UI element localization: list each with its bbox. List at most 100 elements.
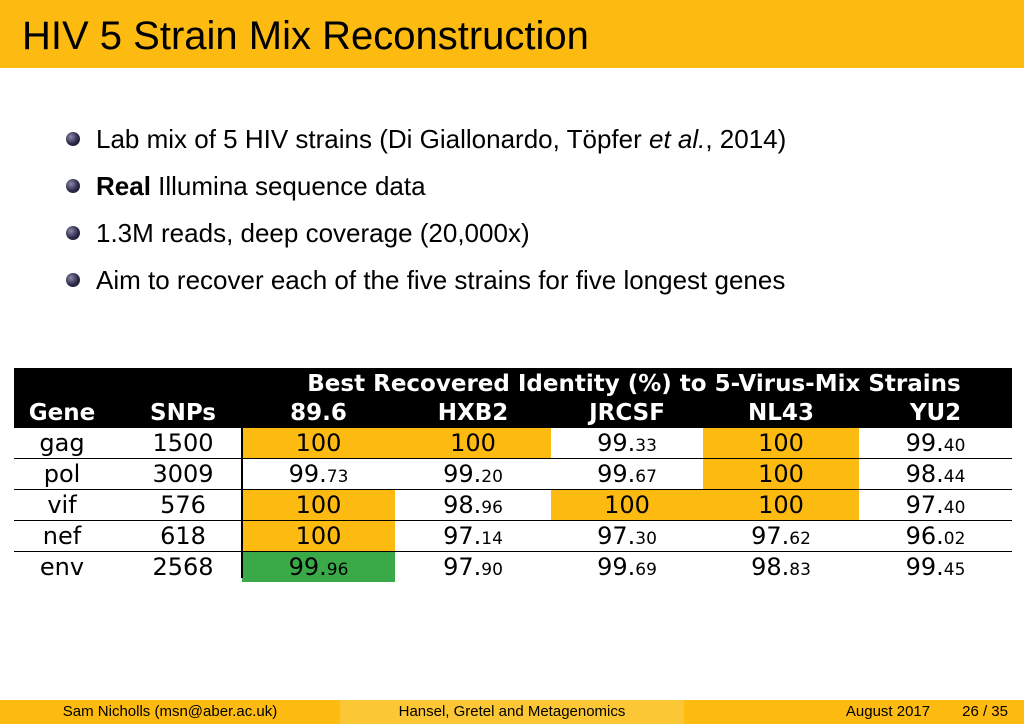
identity-cell: 100 bbox=[242, 428, 395, 458]
identity-integer: 99. bbox=[288, 460, 327, 488]
bullet-item: Lab mix of 5 HIV strains (Di Giallonardo… bbox=[66, 116, 786, 163]
identity-decimal: 96 bbox=[481, 498, 503, 518]
identity-cell: 100 bbox=[703, 459, 859, 489]
identity-integer: 100 bbox=[295, 491, 342, 519]
column-divider bbox=[241, 428, 243, 578]
identity-integer: 98. bbox=[751, 553, 790, 581]
identity-decimal: 67 bbox=[635, 467, 657, 487]
identity-cell: 99.69 bbox=[551, 552, 703, 582]
identity-integer: 100 bbox=[295, 522, 342, 550]
identity-cell: 100 bbox=[703, 490, 859, 520]
title-bar: HIV 5 Strain Mix Reconstruction bbox=[0, 0, 1024, 68]
identity-integer: 99. bbox=[597, 429, 636, 457]
footer-bar: Sam Nicholls (msn@aber.ac.uk) Hansel, Gr… bbox=[0, 700, 1024, 724]
identity-integer: 100 bbox=[758, 429, 804, 457]
identity-integer: 100 bbox=[758, 491, 804, 519]
identity-cell: 99.67 bbox=[551, 459, 703, 489]
identity-integer: 100 bbox=[758, 460, 804, 488]
gene-cell: env bbox=[39, 553, 85, 581]
column-header-gene: Gene bbox=[28, 400, 96, 426]
table-row: pol 3009 99.73 99.20 99.67 100 98.44 bbox=[14, 459, 1012, 490]
footer-talk-title: Hansel, Gretel and Metagenomics bbox=[340, 700, 684, 724]
identity-decimal: 62 bbox=[789, 529, 811, 549]
identity-decimal: 30 bbox=[635, 529, 657, 549]
table-span-header: Best Recovered Identity (%) to 5-Virus-M… bbox=[307, 371, 961, 397]
identity-decimal: 45 bbox=[943, 560, 966, 580]
identity-cell: 100 bbox=[395, 428, 551, 458]
identity-integer: 99. bbox=[905, 553, 944, 581]
identity-cell: 97.90 bbox=[395, 552, 551, 582]
bullet-italic-text: et al. bbox=[648, 124, 706, 154]
identity-cell: 96.02 bbox=[859, 521, 1012, 551]
footer-page-number: 26 / 35 bbox=[962, 703, 1008, 720]
identity-cell: 98.44 bbox=[859, 459, 1012, 489]
column-header-jrcsf: JRCSF bbox=[589, 400, 665, 426]
identity-decimal: 33 bbox=[635, 436, 657, 456]
identity-decimal: 90 bbox=[481, 560, 503, 580]
column-header-nl43: NL43 bbox=[748, 400, 814, 426]
identity-integer: 97. bbox=[751, 522, 790, 550]
table-row: nef 618 100 97.14 97.30 97.62 96.02 bbox=[14, 521, 1012, 552]
identity-decimal: 40 bbox=[943, 498, 966, 518]
column-header-snps: SNPs bbox=[150, 400, 216, 426]
identity-decimal: 96 bbox=[326, 560, 349, 580]
identity-decimal: 73 bbox=[326, 467, 349, 487]
table-header: Best Recovered Identity (%) to 5-Virus-M… bbox=[14, 368, 1012, 428]
identity-integer: 97. bbox=[597, 522, 636, 550]
footer-author: Sam Nicholls (msn@aber.ac.uk) bbox=[62, 703, 278, 720]
table-body: gag 1500 100 100 99.33 100 99.40 pol 3009 99.73 99… bbox=[14, 428, 1012, 582]
identity-integer: 96. bbox=[905, 522, 944, 550]
identity-integer: 100 bbox=[604, 491, 650, 519]
gene-cell: nef bbox=[42, 522, 82, 550]
bullet-icon bbox=[66, 132, 80, 146]
snps-cell: 3009 bbox=[152, 460, 214, 488]
column-header-yu2: YU2 bbox=[909, 400, 962, 426]
bullet-text: Aim to recover each of the five strains … bbox=[96, 265, 786, 295]
identity-decimal: 02 bbox=[943, 529, 966, 549]
identity-cell: 99.33 bbox=[551, 428, 703, 458]
identity-decimal: 83 bbox=[789, 560, 811, 580]
footer-right: August 2017 26 / 35 bbox=[846, 700, 1008, 724]
identity-integer: 98. bbox=[905, 460, 944, 488]
bullet-item: 1.3M reads, deep coverage (20,000x) bbox=[66, 210, 786, 257]
gene-cell: gag bbox=[39, 429, 85, 457]
gene-cell: vif bbox=[47, 491, 77, 519]
snps-cell: 2568 bbox=[152, 553, 214, 581]
identity-cell: 99.45 bbox=[859, 552, 1012, 582]
footer-date: August 2017 bbox=[845, 703, 931, 720]
identity-integer: 97. bbox=[443, 522, 482, 550]
identity-integer: 100 bbox=[450, 429, 496, 457]
bullet-text: , 2014) bbox=[705, 124, 787, 154]
identity-cell: 97.30 bbox=[551, 521, 703, 551]
bullet-text: Illumina sequence data bbox=[150, 171, 426, 201]
identity-cell: 100 bbox=[551, 490, 703, 520]
slide-title: HIV 5 Strain Mix Reconstruction bbox=[22, 14, 589, 58]
identity-cell: 97.62 bbox=[703, 521, 859, 551]
bullet-bold-text: Real bbox=[96, 171, 151, 201]
snps-cell: 618 bbox=[160, 522, 206, 550]
identity-cell: 97.40 bbox=[859, 490, 1012, 520]
identity-decimal: 69 bbox=[635, 560, 657, 580]
identity-decimal: 44 bbox=[943, 467, 966, 487]
identity-cell: 99.40 bbox=[859, 428, 1012, 458]
column-header-89-6: 89.6 bbox=[290, 400, 347, 426]
table-row: vif 576 100 98.96 100 100 97.40 bbox=[14, 490, 1012, 521]
gene-cell: pol bbox=[43, 460, 81, 488]
snps-cell: 1500 bbox=[152, 429, 214, 457]
identity-integer: 98. bbox=[443, 491, 482, 519]
identity-integer: 97. bbox=[905, 491, 944, 519]
identity-cell: 98.83 bbox=[703, 552, 859, 582]
identity-decimal: 40 bbox=[943, 436, 966, 456]
bullet-text: Lab mix of 5 HIV strains (Di Giallonardo… bbox=[96, 124, 649, 154]
table-row: gag 1500 100 100 99.33 100 99.40 bbox=[14, 428, 1012, 459]
identity-decimal: 14 bbox=[481, 529, 503, 549]
bullet-item: Real Illumina sequence data bbox=[66, 163, 786, 210]
identity-decimal: 20 bbox=[481, 467, 503, 487]
identity-cell: 99.73 bbox=[242, 459, 395, 489]
identity-cell: 97.14 bbox=[395, 521, 551, 551]
snps-cell: 576 bbox=[160, 491, 206, 519]
identity-cell: 98.96 bbox=[395, 490, 551, 520]
column-header-hxb2: HXB2 bbox=[437, 400, 509, 426]
identity-cell: 100 bbox=[242, 490, 395, 520]
identity-cell: 99.20 bbox=[395, 459, 551, 489]
